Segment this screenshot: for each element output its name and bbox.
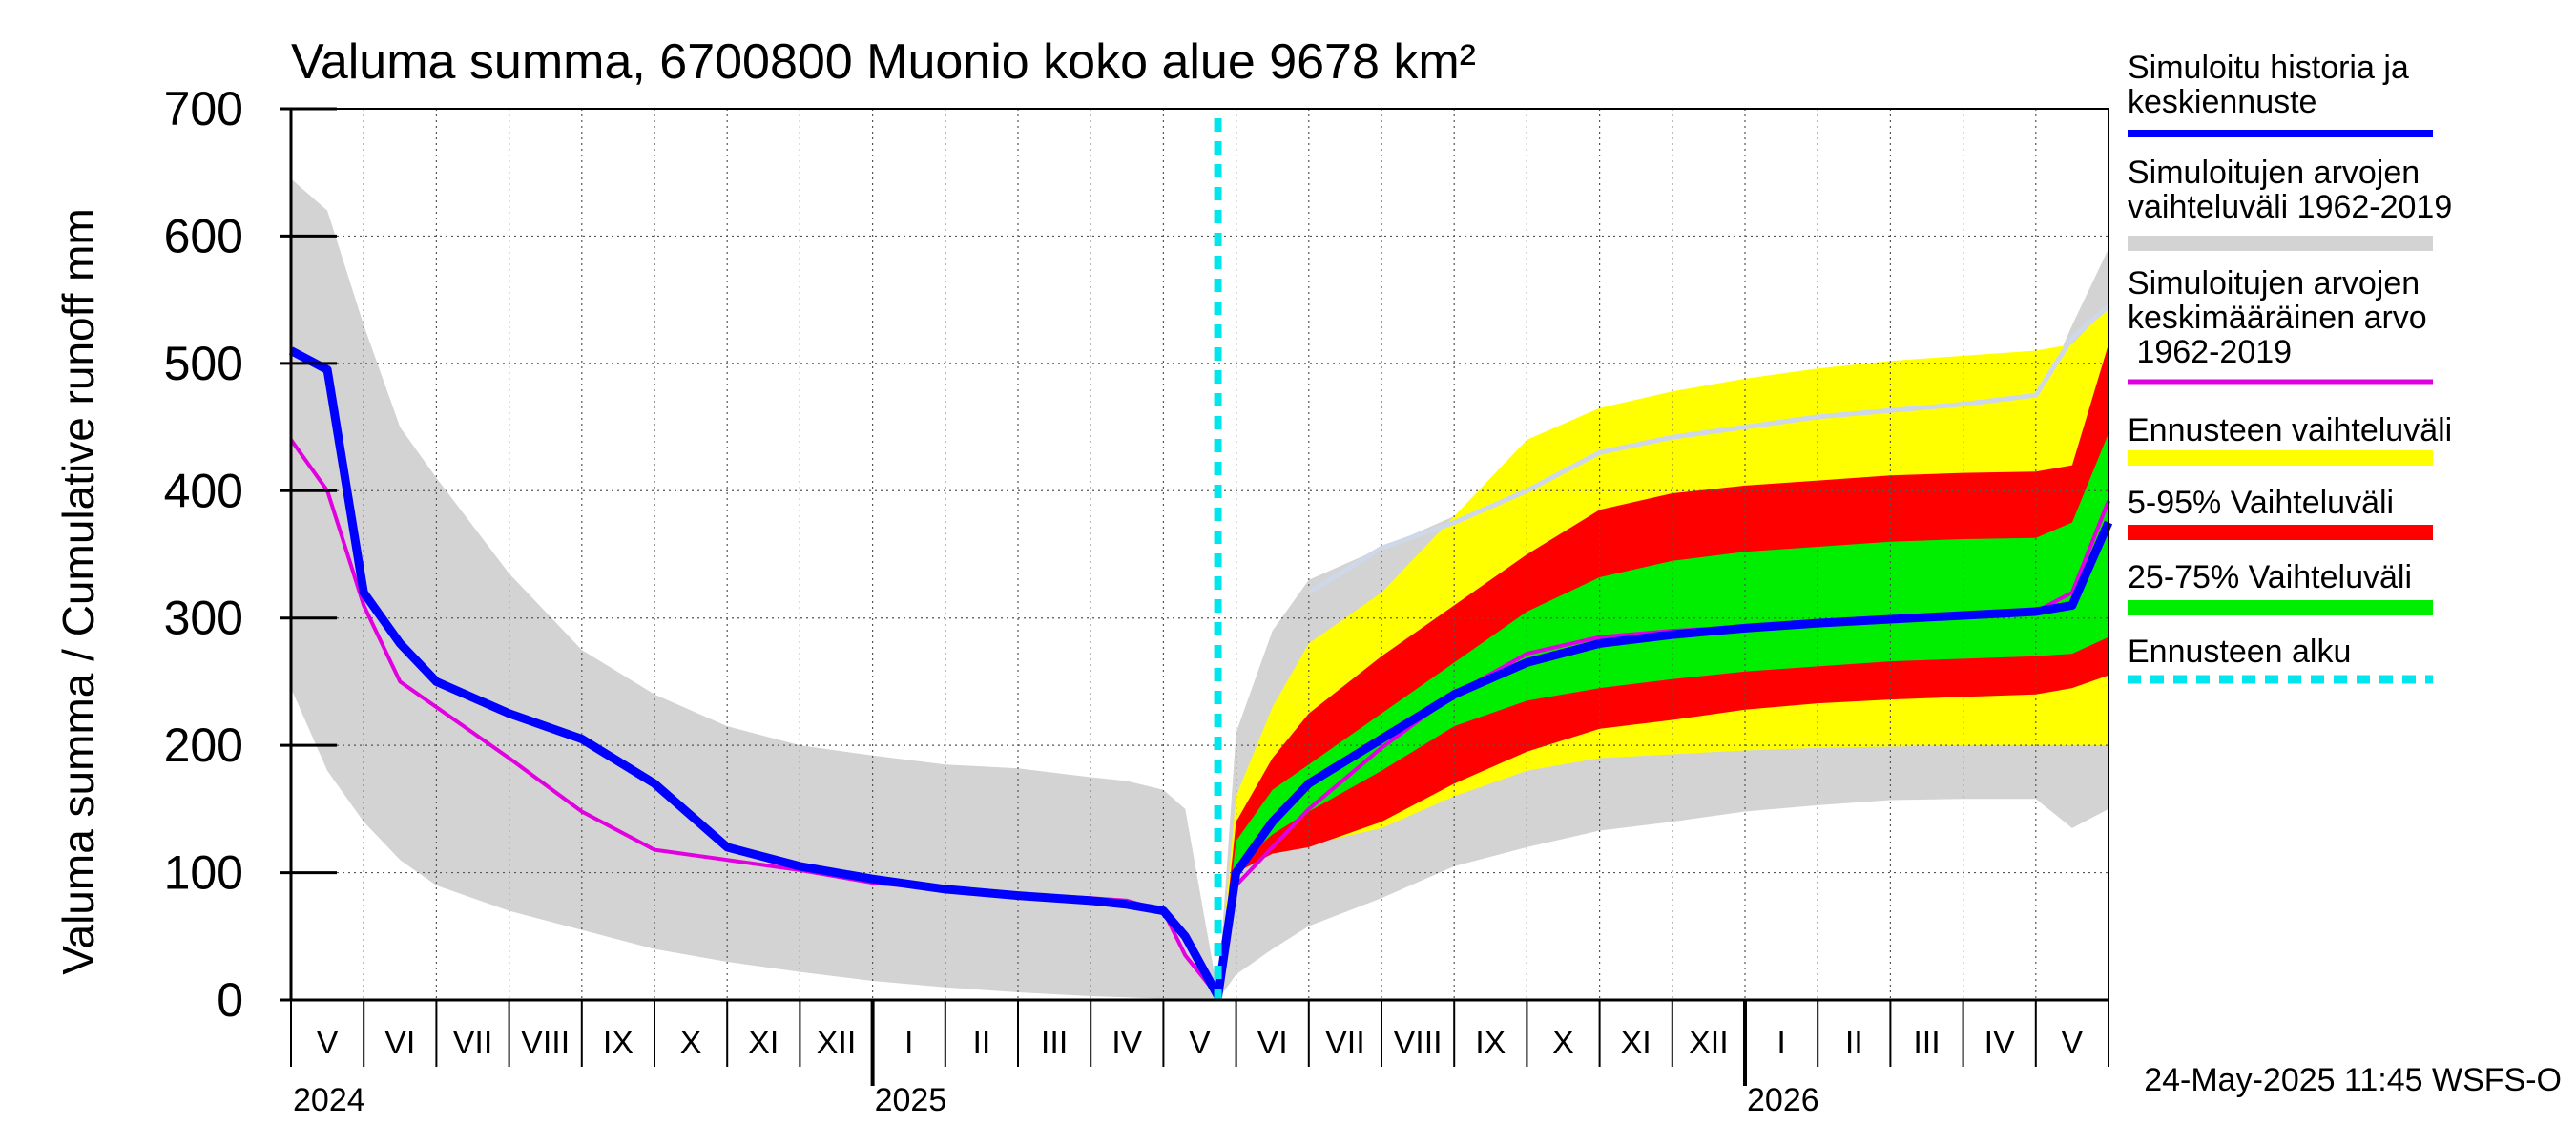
- month-label-4: IX: [603, 1025, 634, 1061]
- month-label-14: VII: [1325, 1025, 1365, 1061]
- legend-label-5: 25-75% Vaihteluväli: [2128, 559, 2412, 595]
- month-label-16: IX: [1475, 1025, 1506, 1061]
- legend-label-6: Ennusteen alku: [2128, 634, 2351, 670]
- month-label-0: V: [317, 1025, 339, 1061]
- y-tick-label-300: 300: [164, 592, 243, 645]
- y-tick-label-700: 700: [164, 82, 243, 135]
- month-label-1: VI: [384, 1025, 415, 1061]
- y-tick-label-400: 400: [164, 464, 243, 517]
- month-label-8: I: [904, 1025, 913, 1061]
- month-label-18: XI: [1621, 1025, 1652, 1061]
- y-tick-label-0: 0: [217, 973, 243, 1027]
- legend-label-4: 5-95% Vaihteluväli: [2128, 485, 2394, 521]
- month-label-12: V: [1189, 1025, 1211, 1061]
- y-tick-label-100: 100: [164, 846, 243, 900]
- month-label-5: X: [680, 1025, 702, 1061]
- year-label-2026: 2026: [1747, 1082, 1819, 1118]
- month-label-23: IV: [1984, 1025, 2015, 1061]
- month-label-11: IV: [1111, 1025, 1142, 1061]
- y-tick-label-500: 500: [164, 337, 243, 390]
- band-3: [1217, 433, 2109, 1000]
- footer-timestamp: 24-May-2025 11:45 WSFS-O: [2144, 1062, 2562, 1098]
- legend: Simuloitu historia ja keskiennuste Simuloi…: [2128, 50, 2452, 684]
- year-label-2024: 2024: [293, 1082, 365, 1118]
- month-label-10: III: [1041, 1025, 1068, 1061]
- month-label-2: VII: [453, 1025, 493, 1061]
- month-label-21: II: [1845, 1025, 1863, 1061]
- month-label-9: II: [972, 1025, 990, 1061]
- month-label-6: XI: [748, 1025, 779, 1061]
- month-label-19: XII: [1689, 1025, 1729, 1061]
- series-line-0000ff: [288, 346, 2113, 1001]
- y-tick-label-200: 200: [164, 718, 243, 772]
- legend-label-1: Simuloitujen arvojen vaihteluväli 1962-20…: [2128, 155, 2452, 225]
- year-label-2025: 2025: [875, 1082, 947, 1118]
- month-label-3: VIII: [521, 1025, 570, 1061]
- month-label-22: III: [1913, 1025, 1940, 1061]
- month-label-24: V: [2062, 1025, 2084, 1061]
- series-line-cfd8e8: [1307, 303, 2110, 595]
- legend-label-0: Simuloitu historia ja keskiennuste: [2128, 50, 2409, 120]
- month-label-7: XII: [817, 1025, 857, 1061]
- month-label-20: I: [1776, 1025, 1785, 1061]
- band-0: [291, 178, 2109, 1000]
- month-label-17: X: [1552, 1025, 1574, 1061]
- legend-label-2: Simuloitujen arvojen keskimääräinen arvo …: [2128, 265, 2427, 370]
- month-label-15: VIII: [1394, 1025, 1443, 1061]
- y-axis-label: Valuma summa / Cumulative runoff mm: [53, 208, 103, 975]
- month-label-13: VI: [1257, 1025, 1288, 1061]
- chart-title: Valuma summa, 6700800 Muonio koko alue 9…: [291, 34, 1476, 90]
- legend-label-3: Ennusteen vaihteluväli: [2128, 412, 2452, 448]
- y-tick-label-600: 600: [164, 209, 243, 262]
